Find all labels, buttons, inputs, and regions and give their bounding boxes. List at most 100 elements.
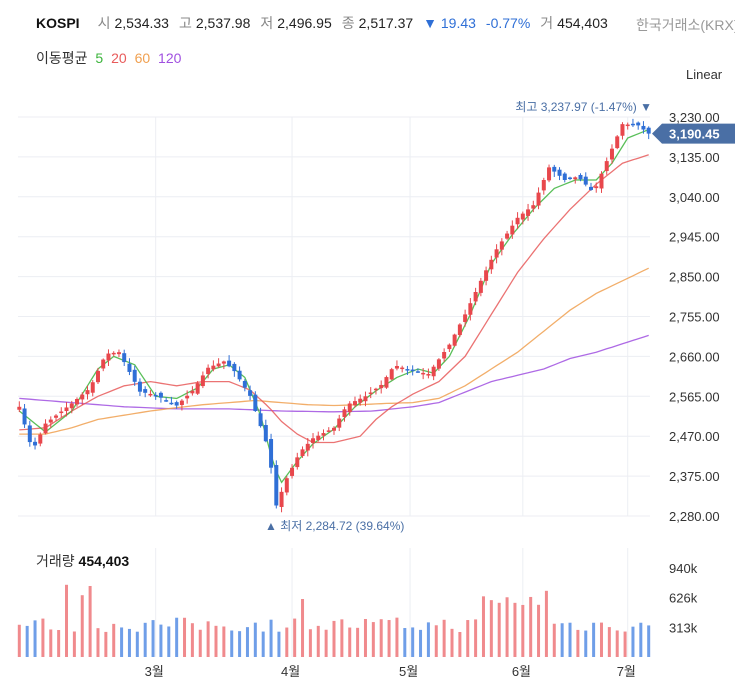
price-tick-label: 2,850.00 — [669, 270, 720, 285]
ma20-legend: 20 — [111, 50, 127, 66]
price-tick-label: 2,755.00 — [669, 310, 720, 325]
volume-tick-label: 313k — [669, 620, 698, 635]
symbol-name[interactable]: KOSPI — [36, 15, 80, 31]
volume-legend-value: 454,403 — [78, 553, 130, 569]
candle-body — [64, 407, 69, 412]
volume-bar — [301, 599, 305, 657]
volume-bar — [159, 624, 163, 657]
volume-bar — [167, 626, 171, 657]
candle-body — [352, 401, 357, 406]
candle-body — [515, 217, 520, 225]
volume-bar — [175, 617, 179, 657]
candle-body — [290, 467, 295, 476]
candle-body — [90, 382, 95, 393]
candle-body — [568, 177, 573, 180]
candle-body — [174, 402, 179, 406]
candle-body — [242, 380, 247, 388]
candle-body — [190, 390, 195, 394]
candle-body — [316, 435, 321, 441]
candle-body — [54, 415, 59, 418]
exchange-name[interactable]: 한국거래소(KRX) — [636, 17, 735, 33]
candle-body — [620, 124, 625, 136]
volume-bar — [80, 595, 84, 657]
scale-mode-label: Linear — [686, 67, 723, 82]
candle-body — [43, 423, 48, 434]
volume-bar — [340, 619, 344, 657]
candle-body — [541, 180, 546, 191]
ma5-legend: 5 — [95, 50, 104, 66]
month-label: 5월 — [399, 664, 418, 679]
volume-label: 거 — [540, 15, 554, 31]
change-percent: -0.77% — [485, 15, 531, 31]
candle-body — [158, 392, 163, 398]
volume-bar — [316, 625, 320, 657]
candle-body — [573, 177, 578, 180]
open-value: 2,534.33 — [114, 15, 169, 31]
candle-body — [127, 363, 132, 372]
candle-body — [321, 433, 326, 436]
volume-bar — [505, 597, 509, 657]
candle-body — [494, 249, 499, 258]
volume-tick-label: 626k — [669, 591, 698, 606]
close-value: 2,517.37 — [358, 15, 414, 31]
volume-bar — [411, 627, 415, 657]
candle-body — [415, 371, 420, 373]
volume-bar — [513, 602, 517, 657]
candle-body — [332, 427, 336, 431]
price-tick-label: 2,375.00 — [669, 469, 720, 484]
candle-body — [200, 375, 205, 387]
close-label: 종 — [341, 15, 355, 31]
volume-bar — [293, 618, 297, 657]
volume-bar — [222, 626, 226, 657]
volume-bar — [332, 620, 336, 657]
candle-body — [463, 314, 468, 322]
moving-average-legend[interactable]: 이동평균 5 20 60 120 — [36, 48, 185, 68]
low-annotation: ▲ 최저 2,284.72 (39.64%) — [265, 519, 404, 533]
volume-bar — [395, 617, 399, 657]
volume-bar — [269, 619, 273, 657]
candle-body — [531, 205, 536, 209]
volume-bar — [230, 630, 234, 657]
volume-bar — [576, 629, 580, 657]
candle-body — [132, 369, 137, 382]
candle-body — [468, 303, 473, 315]
volume-bar — [285, 627, 289, 657]
candle-body — [253, 394, 258, 411]
candle-body — [38, 434, 43, 444]
volume-bar — [25, 625, 29, 657]
candle-body — [358, 398, 363, 403]
scale-mode-selector[interactable]: Linear — [686, 67, 722, 82]
volume-bar — [96, 628, 100, 657]
volume-bar — [308, 629, 312, 657]
candle-body — [269, 438, 274, 468]
candle-body — [583, 176, 588, 185]
candle-body — [279, 491, 284, 507]
candle-body — [646, 127, 651, 134]
volume-bar — [324, 629, 328, 657]
volume-bar — [489, 600, 493, 657]
candle-body — [536, 192, 541, 206]
candle-body — [452, 334, 457, 346]
volume-bar — [151, 620, 155, 657]
candle-body — [557, 169, 562, 176]
volume-tick-label: 940k — [669, 561, 698, 576]
high-value: 2,537.98 — [195, 15, 251, 31]
volume-value: 454,403 — [557, 15, 608, 31]
volume-bar — [33, 620, 37, 657]
candle-body — [526, 209, 531, 216]
volume-bar — [434, 625, 438, 657]
candle-body — [505, 233, 510, 239]
candle-body — [195, 383, 200, 394]
month-label: 3월 — [145, 664, 164, 679]
volume-bar — [41, 618, 45, 657]
candle-body — [400, 367, 405, 370]
candle-body — [373, 388, 378, 391]
candle-body — [363, 396, 368, 402]
volume-bar — [537, 604, 541, 657]
candle-body — [295, 457, 300, 468]
candle-body — [80, 394, 85, 400]
candle-body — [106, 353, 111, 361]
volume-bar — [261, 631, 265, 657]
open-label: 시 — [97, 15, 111, 31]
